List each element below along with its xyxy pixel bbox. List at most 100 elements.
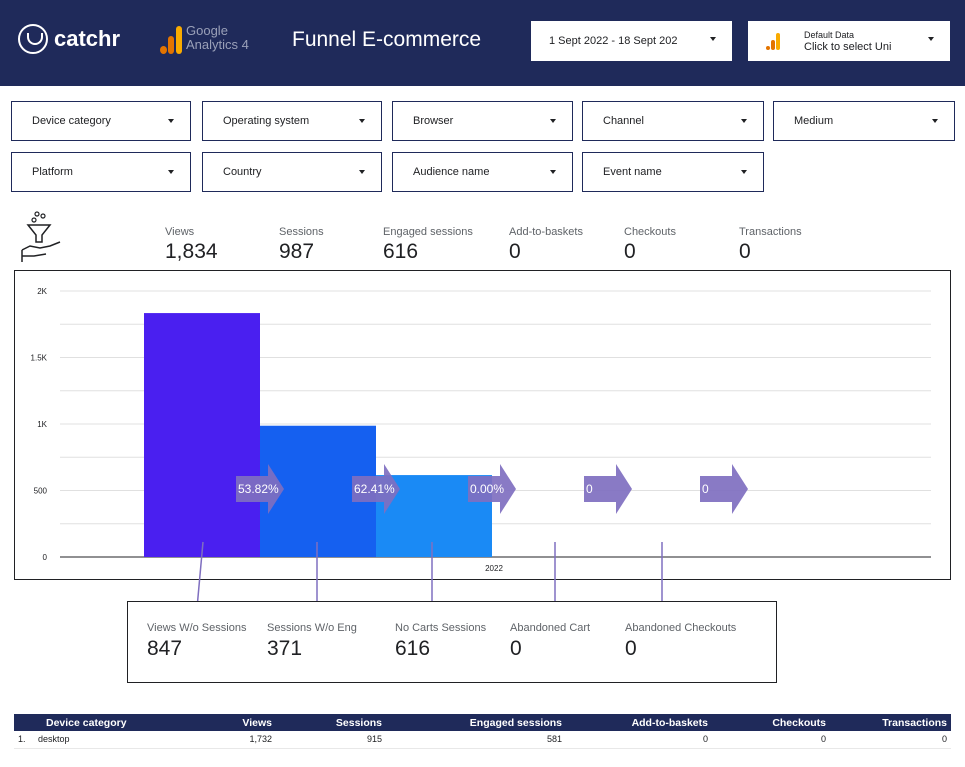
column-header[interactable]: Sessions: [276, 714, 386, 731]
funnel-hand-icon: [21, 211, 61, 262]
google-analytics-logo: Google Analytics 4: [160, 24, 249, 54]
y-tick-label: 2K: [37, 287, 47, 296]
loss-value: 847: [147, 637, 183, 660]
conversion-arrow: [236, 464, 284, 514]
catchr-logo: catchr: [18, 24, 120, 54]
filter-label: Event name: [603, 166, 662, 178]
chevron-down-icon: [359, 170, 365, 174]
x-axis-label: 2022: [485, 564, 503, 573]
loss-abandoned-cart: Abandoned Cart 0: [510, 622, 590, 661]
filter-audience-name[interactable]: Audience name: [392, 152, 573, 192]
metric-transactions: Transactions 0: [739, 226, 802, 264]
conversion-arrow: [700, 464, 748, 514]
header-bar: catchr Google Analytics 4 Funnel E-comme…: [0, 0, 965, 86]
filter-label: Platform: [32, 166, 73, 178]
funnel-metrics: Views 1,834 Sessions 987 Engaged sessions 6…: [0, 226, 965, 266]
table-cell: 1,732: [204, 731, 276, 749]
data-source-hint: Click to select Uni: [804, 41, 892, 53]
catchr-mark-icon: [18, 24, 48, 54]
ga-label-line1: Google: [186, 23, 228, 38]
metric-value: 616: [383, 240, 419, 263]
table-row[interactable]: 1. desktop 1,732 915 581 0 0 0: [14, 731, 951, 749]
chevron-down-icon: [710, 37, 716, 41]
funnel-chart-svg: 0 500 1K 1.5K 2K 2022 53.82% 62.41% 0.00% 0 0: [31, 287, 931, 573]
dropoff-connector-line: [196, 541, 204, 609]
table-header-row: Device category Views Sessions Engaged s…: [14, 714, 951, 731]
data-source-label: Default Data: [804, 30, 855, 40]
metric-engaged-sessions: Engaged sessions 616: [383, 226, 473, 264]
y-tick-label: 0: [43, 553, 48, 562]
chevron-down-icon: [168, 119, 174, 123]
filter-event-name[interactable]: Event name: [582, 152, 764, 192]
filter-country[interactable]: Country: [202, 152, 382, 192]
filter-label: Audience name: [413, 166, 490, 178]
conversion-arrow: [352, 464, 400, 514]
analytics-bars-icon: [160, 24, 182, 54]
chevron-down-icon: [932, 119, 938, 123]
loss-label: No Carts Sessions: [395, 622, 487, 634]
filter-label: Device category: [32, 115, 111, 127]
table-cell: 0: [712, 731, 830, 749]
metric-label: Engaged sessions: [383, 226, 473, 238]
metric-label: Add-to-baskets: [509, 226, 583, 238]
row-index: 1.: [18, 734, 26, 745]
column-header[interactable]: Checkouts: [712, 714, 830, 731]
filter-label: Country: [223, 166, 262, 178]
filter-browser[interactable]: Browser: [392, 101, 573, 141]
chevron-down-icon: [550, 119, 556, 123]
conversion-rate-label: 53.82%: [238, 482, 279, 496]
filter-platform[interactable]: Platform: [11, 152, 191, 192]
loss-label: Views W/o Sessions: [147, 622, 247, 634]
conversion-arrow: [584, 464, 632, 514]
chevron-down-icon: [928, 37, 934, 41]
filter-label: Operating system: [223, 115, 310, 127]
table-cell: 0: [566, 731, 712, 749]
metric-label: Transactions: [739, 226, 802, 238]
data-source-selector[interactable]: Default Data Click to select Uni: [748, 21, 950, 61]
ga-label-line2: Analytics 4: [186, 37, 249, 52]
filter-channel[interactable]: Channel: [582, 101, 764, 141]
column-header[interactable]: Engaged sessions: [386, 714, 566, 731]
chevron-down-icon: [550, 170, 556, 174]
y-tick-label: 1.5K: [31, 354, 48, 363]
metric-label: Sessions: [279, 226, 324, 238]
date-range-value: 1 Sept 2022 - 18 Sept 202: [549, 35, 678, 47]
loss-label: Abandoned Checkouts: [625, 622, 737, 634]
analytics-bars-icon: [766, 32, 782, 50]
filter-label: Browser: [413, 115, 454, 127]
metric-value: 1,834: [165, 240, 218, 263]
column-header[interactable]: Views: [204, 714, 276, 731]
conversion-rate-label: 0.00%: [470, 482, 504, 496]
column-header[interactable]: Transactions: [830, 714, 951, 731]
metric-add-to-baskets: Add-to-baskets 0: [509, 226, 583, 264]
metric-views: Views 1,834: [165, 226, 218, 264]
chevron-down-icon: [741, 170, 747, 174]
metric-value: 987: [279, 240, 315, 263]
filter-label: Medium: [794, 115, 834, 127]
date-range-picker[interactable]: 1 Sept 2022 - 18 Sept 202: [531, 21, 732, 61]
table-cell: 915: [276, 731, 386, 749]
loss-value: 371: [267, 637, 303, 660]
dropoff-metrics: Views W/o Sessions 847 Sessions W/o Eng 37…: [127, 601, 777, 683]
table-cell: 0: [830, 731, 951, 749]
filter-medium[interactable]: Medium: [773, 101, 955, 141]
conversion-rate-label: 0: [702, 482, 709, 496]
conversion-rate-label: 0: [586, 482, 593, 496]
loss-sessions-without-engagement: Sessions W/o Eng 371: [267, 622, 357, 661]
loss-label: Sessions W/o Eng: [267, 622, 357, 634]
table-cell: 1. desktop: [14, 731, 204, 749]
loss-abandoned-checkouts: Abandoned Checkouts 0: [625, 622, 736, 661]
filter-label: Channel: [603, 115, 644, 127]
conversion-arrow: [468, 464, 516, 514]
loss-no-carts-sessions: No Carts Sessions 616: [395, 622, 486, 661]
bar-views: [144, 313, 260, 557]
device-category-value: desktop: [38, 734, 70, 745]
loss-views-without-sessions: Views W/o Sessions 847: [147, 622, 246, 661]
metric-label: Views: [165, 226, 195, 238]
column-header[interactable]: Add-to-baskets: [566, 714, 712, 731]
filter-device-category[interactable]: Device category: [11, 101, 191, 141]
filter-operating-system[interactable]: Operating system: [202, 101, 382, 141]
column-header[interactable]: Device category: [14, 714, 204, 731]
loss-value: 0: [510, 637, 522, 660]
funnel-chart: 0 500 1K 1.5K 2K 2022 53.82% 62.41% 0.00% 0 0: [14, 270, 951, 580]
